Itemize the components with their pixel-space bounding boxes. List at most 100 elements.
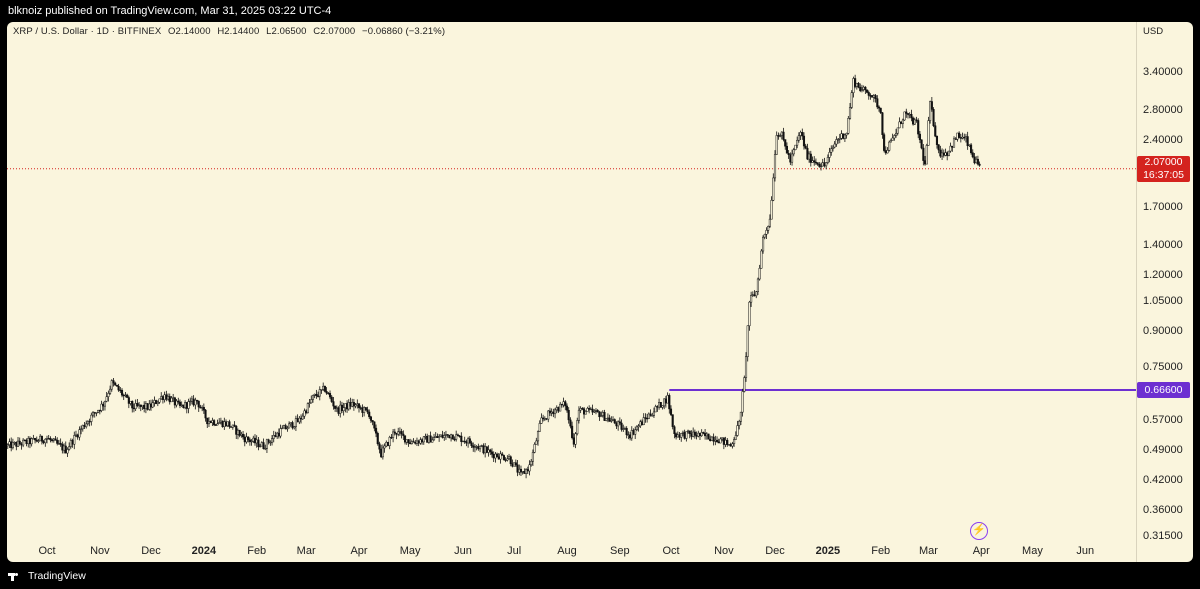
candle — [782, 127, 785, 142]
candle — [756, 277, 760, 296]
candle — [637, 423, 640, 432]
candle — [557, 406, 560, 413]
candle — [767, 225, 770, 234]
candle — [270, 434, 274, 446]
candle — [189, 397, 192, 406]
candle — [883, 132, 886, 153]
candle — [299, 414, 303, 424]
candle — [659, 401, 662, 408]
candle — [429, 431, 432, 443]
price-axis-tick: 0.31500 — [1143, 530, 1183, 542]
candle — [507, 453, 511, 460]
candle — [760, 248, 763, 269]
candle — [204, 409, 207, 422]
candle — [289, 422, 292, 427]
candle — [770, 196, 773, 220]
lightning-icon[interactable]: ⚡ — [970, 522, 988, 540]
candle — [71, 438, 74, 448]
candle — [114, 381, 117, 386]
candle — [743, 375, 746, 393]
candle — [746, 325, 749, 362]
candle — [56, 437, 59, 446]
candle — [956, 132, 959, 142]
candle — [236, 428, 240, 440]
candle — [259, 443, 262, 448]
candle — [28, 436, 32, 449]
candle — [932, 107, 935, 128]
candle — [27, 436, 30, 448]
candle — [664, 395, 667, 408]
candle — [490, 448, 494, 458]
candle — [952, 136, 956, 148]
candle — [946, 151, 949, 161]
candle — [427, 435, 430, 444]
currency-label[interactable]: USD — [1143, 26, 1164, 37]
price-chart-plot[interactable] — [7, 22, 1193, 562]
candle — [879, 107, 882, 114]
candle — [543, 416, 546, 422]
candle — [577, 406, 580, 424]
candle — [555, 405, 558, 414]
candle — [654, 404, 657, 413]
candle — [634, 426, 637, 440]
candle — [194, 397, 197, 410]
candle — [949, 142, 952, 153]
candle — [323, 385, 326, 393]
candle — [134, 399, 137, 411]
horizontal-level-tag: 0.66600 — [1137, 381, 1190, 398]
time-axis-tick: 2025 — [815, 545, 841, 557]
candle — [421, 438, 424, 445]
candle — [109, 385, 112, 395]
candle — [119, 387, 122, 394]
candle — [330, 395, 333, 403]
candle — [538, 420, 541, 432]
price-axis-tick: 1.70000 — [1143, 201, 1183, 214]
candle — [574, 431, 577, 449]
candle — [900, 121, 903, 125]
candle — [39, 434, 42, 442]
candle — [741, 388, 744, 417]
candle — [373, 421, 376, 432]
candle — [724, 436, 727, 448]
candle — [797, 132, 800, 143]
candle — [139, 404, 142, 412]
candle — [311, 394, 315, 403]
price-axis-separator — [1136, 22, 1137, 562]
candle — [489, 448, 492, 456]
candle — [564, 400, 567, 411]
candle — [163, 391, 166, 403]
candle — [380, 444, 383, 459]
candle — [374, 424, 378, 438]
candle — [124, 392, 127, 398]
chart-frame[interactable]: XRP / U.S. Dollar · 1D · BITFINEX O2.140… — [7, 22, 1193, 562]
candle — [951, 145, 954, 152]
time-axis-tick: May — [399, 545, 421, 557]
candle — [180, 401, 183, 408]
candle — [100, 400, 103, 413]
candle — [830, 145, 833, 156]
candle — [269, 440, 272, 446]
candle — [789, 152, 792, 166]
candle — [625, 426, 628, 439]
candle — [105, 391, 108, 403]
candle — [530, 459, 533, 467]
candle — [242, 431, 245, 440]
candle — [881, 112, 884, 139]
candle — [95, 412, 98, 417]
candle — [808, 151, 811, 163]
candle — [973, 152, 976, 165]
candle — [306, 402, 309, 414]
bar-countdown: 16:37:05 — [1143, 168, 1184, 181]
candle — [313, 393, 316, 399]
candle — [170, 396, 173, 403]
candle — [294, 415, 297, 431]
price-axis-tick: 1.05000 — [1143, 295, 1183, 308]
candle — [898, 117, 901, 129]
candle — [656, 405, 659, 412]
candles-series — [7, 74, 981, 479]
candle — [642, 413, 645, 426]
candle — [958, 131, 961, 139]
candle — [598, 410, 601, 421]
candle — [799, 130, 802, 140]
candle — [317, 391, 320, 398]
